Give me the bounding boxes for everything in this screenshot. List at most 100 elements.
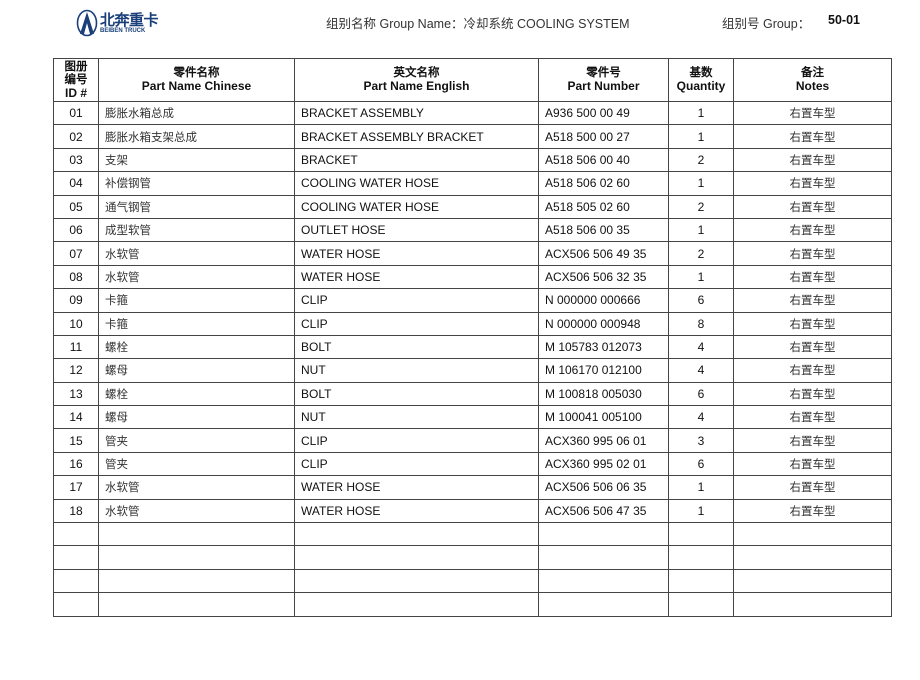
cell-notes: [733, 568, 892, 594]
cell-notes: 右置车型: [733, 498, 892, 524]
cell-id: 05: [53, 194, 99, 219]
cell-id: 18: [53, 498, 99, 524]
cell-part-name-chinese: 膨胀水箱支架总成: [98, 124, 295, 149]
column-header-en: Quantity: [676, 79, 726, 93]
table-row: 08 水软管 WATER HOSE ACX506 506 32 35 1 右置车型: [53, 264, 892, 290]
cell-quantity: 6: [668, 451, 734, 477]
cell-part-name-chinese: 管夹: [98, 451, 295, 477]
cell-quantity: 8: [668, 311, 734, 336]
table-row: 15 管夹 CLIP ACX360 995 06 01 3 右置车型: [53, 428, 892, 453]
cell-part-name-chinese: 通气钢管: [98, 194, 295, 219]
cell-part-name-chinese: 卡箍: [98, 288, 295, 313]
table-row: 11 螺栓 BOLT M 105783 012073 4 右置车型: [53, 334, 892, 360]
cell-part-number: M 105783 012073: [538, 334, 669, 360]
cell-quantity: 4: [668, 405, 734, 430]
cell-part-name-english: NUT: [294, 358, 539, 383]
cell-quantity: 2: [668, 147, 734, 173]
column-header-cn: 零件名称: [173, 67, 220, 79]
cell-notes: 右置车型: [733, 171, 892, 196]
cell-quantity: 1: [668, 100, 734, 126]
cell-part-number: A518 506 02 60: [538, 171, 669, 196]
cell-id: 08: [53, 264, 99, 290]
cell-part-name-chinese: 管夹: [98, 428, 295, 453]
table-row: 18 水软管 WATER HOSE ACX506 506 47 35 1 右置车型: [53, 498, 892, 524]
cell-notes: 右置车型: [733, 100, 892, 126]
cell-part-number: ACX360 995 02 01: [538, 451, 669, 477]
column-header-part-name-english: 英文名称 Part Name English: [294, 58, 539, 102]
table-row: 09 卡箍 CLIP N 000000 000666 6 右置车型: [53, 288, 892, 313]
table-row: 13 螺栓 BOLT M 100818 005030 6 右置车型: [53, 381, 892, 407]
cell-quantity: [668, 522, 734, 547]
cell-part-name-chinese: 补偿钢管: [98, 171, 295, 196]
cell-part-name-english: WATER HOSE: [294, 498, 539, 524]
empty-table-row: [53, 568, 892, 594]
cell-part-number: A518 505 02 60: [538, 194, 669, 219]
cell-quantity: [668, 592, 734, 617]
cell-quantity: 2: [668, 194, 734, 219]
cell-quantity: 2: [668, 241, 734, 266]
cell-part-name-english: COOLING WATER HOSE: [294, 171, 539, 196]
cell-quantity: 1: [668, 124, 734, 149]
cell-part-name-english: [294, 568, 539, 594]
column-header-part-name-chinese: 零件名称 Part Name Chinese: [98, 58, 295, 102]
cell-id: 14: [53, 405, 99, 430]
table-row: 05 通气钢管 COOLING WATER HOSE A518 505 02 60 2 右…: [53, 194, 892, 219]
cell-id: 03: [53, 147, 99, 173]
table-row: 06 成型软管 OUTLET HOSE A518 506 00 35 1 右置车型: [53, 217, 892, 243]
cell-id: 07: [53, 241, 99, 266]
cell-part-name-english: WATER HOSE: [294, 241, 539, 266]
cell-part-number: [538, 592, 669, 617]
cell-id: 13: [53, 381, 99, 407]
cell-id: 09: [53, 288, 99, 313]
cell-part-name-chinese: 膨胀水箱总成: [98, 100, 295, 126]
cell-notes: 右置车型: [733, 428, 892, 453]
table-row: 04 补偿钢管 COOLING WATER HOSE A518 506 02 60 1 右…: [53, 171, 892, 196]
empty-table-row: [53, 592, 892, 617]
cell-part-name-chinese: [98, 592, 295, 617]
cell-id: [53, 545, 99, 570]
cell-id: 16: [53, 451, 99, 477]
cell-part-number: N 000000 000948: [538, 311, 669, 336]
cell-notes: [733, 522, 892, 547]
cell-id: 02: [53, 124, 99, 149]
cell-notes: 右置车型: [733, 264, 892, 290]
cell-part-name-chinese: [98, 545, 295, 570]
group-name: 组别名称 Group Name：冷却系统 COOLING SYSTEM: [326, 17, 630, 31]
cell-id: 01: [53, 100, 99, 126]
cell-part-name-english: BRACKET ASSEMBLY BRACKET: [294, 124, 539, 149]
column-header-cn: 英文名称: [393, 67, 440, 79]
cell-part-number: A518 506 00 40: [538, 147, 669, 173]
cell-notes: 右置车型: [733, 475, 892, 500]
cell-notes: 右置车型: [733, 288, 892, 313]
cell-id: 06: [53, 217, 99, 243]
cell-quantity: 6: [668, 381, 734, 407]
cell-part-name-english: OUTLET HOSE: [294, 217, 539, 243]
parts-table: 图册编号 ID # 零件名称 Part Name Chinese 英文名称 Part Na…: [53, 58, 892, 617]
cell-notes: 右置车型: [733, 241, 892, 266]
cell-part-name-chinese: 卡箍: [98, 311, 295, 336]
cell-quantity: 1: [668, 217, 734, 243]
table-row: 16 管夹 CLIP ACX360 995 02 01 6 右置车型: [53, 451, 892, 477]
cell-part-number: [538, 568, 669, 594]
column-header-cn: 图册编号: [64, 60, 88, 86]
cell-part-name-english: CLIP: [294, 288, 539, 313]
table-row: 07 水软管 WATER HOSE ACX506 506 49 35 2 右置车型: [53, 241, 892, 266]
cell-part-number: ACX506 506 06 35: [538, 475, 669, 500]
cell-part-number: A936 500 00 49: [538, 100, 669, 126]
cell-part-name-english: BOLT: [294, 334, 539, 360]
cell-quantity: 3: [668, 428, 734, 453]
table-header-row: 图册编号 ID # 零件名称 Part Name Chinese 英文名称 Part Na…: [53, 58, 892, 102]
column-header-notes: 备注 Notes: [733, 58, 892, 102]
logo-emblem-icon: [76, 9, 98, 37]
table-row: 14 螺母 NUT M 100041 005100 4 右置车型: [53, 405, 892, 430]
cell-part-name-chinese: 水软管: [98, 475, 295, 500]
cell-part-name-english: WATER HOSE: [294, 264, 539, 290]
table-row: 02 膨胀水箱支架总成 BRACKET ASSEMBLY BRACKET A518 5…: [53, 124, 892, 149]
cell-part-name-chinese: 水软管: [98, 264, 295, 290]
cell-quantity: 1: [668, 264, 734, 290]
cell-quantity: 4: [668, 358, 734, 383]
cell-part-name-english: WATER HOSE: [294, 475, 539, 500]
column-header-en: Notes: [795, 79, 830, 93]
cell-quantity: [668, 568, 734, 594]
cell-id: 12: [53, 358, 99, 383]
